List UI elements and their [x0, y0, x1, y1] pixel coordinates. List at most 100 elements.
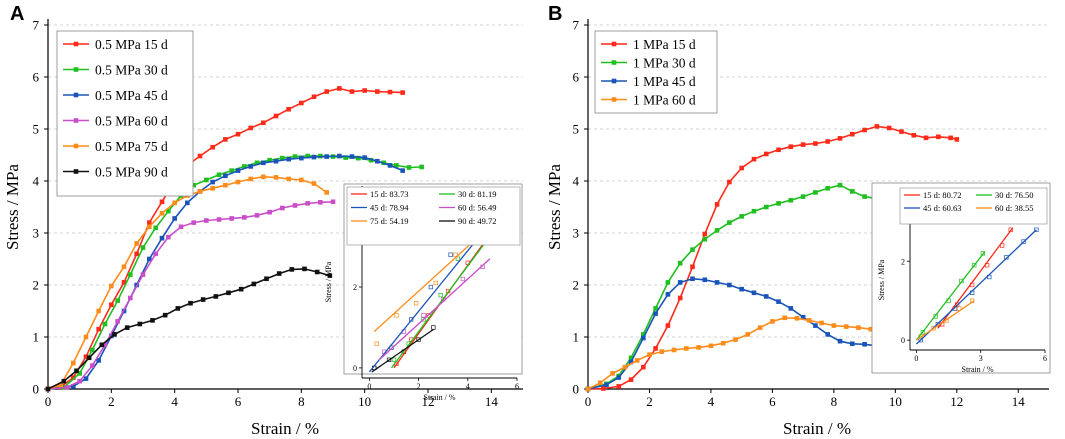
data-point	[770, 319, 775, 324]
inset-point	[931, 326, 936, 331]
legend: 0.5 MPa 15 d 0.5 MPa 30 d 0.5 MPa 45 d 0.5 …	[56, 30, 194, 197]
inset-legend-label: 30 d: 81.19	[458, 189, 497, 199]
data-point	[153, 225, 158, 231]
data-point	[235, 179, 241, 185]
data-point	[235, 131, 241, 137]
legend-marker	[611, 97, 617, 102]
data-point	[604, 382, 609, 388]
data-point	[280, 205, 285, 211]
data-point	[825, 185, 831, 191]
data-point	[776, 299, 781, 304]
data-point	[782, 315, 787, 321]
data-point	[330, 199, 336, 205]
inset-point	[391, 357, 397, 362]
data-point	[159, 210, 165, 216]
data-point	[204, 218, 209, 223]
x-tick-label: 6	[235, 394, 242, 409]
data-point	[191, 182, 196, 188]
data-point	[862, 194, 867, 199]
legend-label: 0.5 MPa 30 d	[95, 63, 168, 78]
x-tick-label: 10	[358, 394, 371, 409]
inset-point	[431, 325, 436, 330]
data-point	[601, 386, 606, 391]
data-point	[45, 386, 51, 392]
inset-point	[460, 276, 466, 282]
data-point	[800, 314, 806, 320]
data-point	[147, 220, 152, 225]
data-point	[305, 153, 310, 159]
data-point	[264, 276, 269, 282]
data-point	[134, 241, 139, 246]
data-point	[280, 155, 285, 161]
data-point	[856, 325, 861, 330]
data-point	[813, 190, 818, 195]
data-point	[837, 136, 843, 141]
inset-point	[386, 357, 392, 362]
data-point	[634, 358, 640, 363]
legend-label: 0.5 MPa 45 d	[95, 88, 168, 103]
data-point	[77, 378, 82, 384]
data-point	[739, 165, 744, 171]
data-point	[74, 368, 79, 374]
data-point	[273, 158, 279, 164]
data-point	[837, 182, 843, 188]
data-point	[64, 385, 70, 390]
legend-label: 1 MPa 15 d	[633, 37, 696, 52]
data-point	[659, 349, 665, 354]
data-point	[653, 306, 658, 311]
data-point	[850, 341, 855, 347]
data-point	[289, 267, 295, 272]
data-point	[311, 94, 317, 100]
data-point	[286, 176, 291, 182]
data-point	[159, 199, 165, 205]
data-point	[115, 319, 120, 324]
series-line	[47, 201, 334, 390]
data-point	[665, 323, 671, 328]
data-point	[406, 165, 412, 170]
inset-point	[428, 284, 434, 290]
data-point	[166, 208, 171, 214]
data-point	[690, 264, 695, 270]
data-point	[745, 332, 751, 337]
inset-fit-line	[378, 258, 491, 361]
data-point	[733, 337, 738, 342]
y-tick-label: 3	[573, 226, 580, 241]
x-tick-label: 8	[831, 394, 838, 409]
inset-point	[421, 317, 426, 322]
data-point	[708, 343, 714, 349]
inset-point	[374, 341, 379, 346]
inset-legend: 15 d: 80.72 30 d: 76.50 45 d: 60.63 60 d: 3…	[899, 187, 1048, 225]
y-axis-label: Stress / MPa	[3, 164, 22, 250]
data-point	[788, 144, 794, 149]
inset-x-tick-label: 6	[1043, 354, 1047, 363]
data-point	[850, 189, 855, 194]
data-point	[400, 90, 405, 95]
data-point	[868, 326, 874, 332]
y-tick-label: 3	[33, 226, 40, 241]
inset-fit-line	[915, 229, 1037, 345]
data-point	[702, 277, 708, 283]
data-point	[671, 347, 677, 353]
data-point	[200, 297, 206, 302]
data-point	[166, 234, 171, 240]
inset-x-tick-label: 3	[979, 354, 983, 363]
inset-legend-label: 15 d: 80.72	[923, 190, 962, 200]
inset-x-tick-label: 6	[515, 382, 519, 391]
data-point	[324, 190, 329, 195]
data-point	[140, 272, 146, 277]
legend-marker	[73, 67, 79, 72]
legend-box	[56, 30, 194, 197]
data-point	[134, 251, 139, 257]
data-point	[349, 154, 355, 159]
inset-point	[972, 263, 977, 268]
data-point	[162, 312, 168, 318]
data-point	[899, 129, 904, 134]
data-point	[337, 86, 342, 91]
inset-point	[421, 313, 426, 318]
data-point	[90, 347, 95, 353]
data-point	[788, 197, 794, 203]
data-point	[276, 271, 282, 276]
data-point	[653, 346, 658, 351]
x-tick-label: 2	[108, 394, 115, 409]
